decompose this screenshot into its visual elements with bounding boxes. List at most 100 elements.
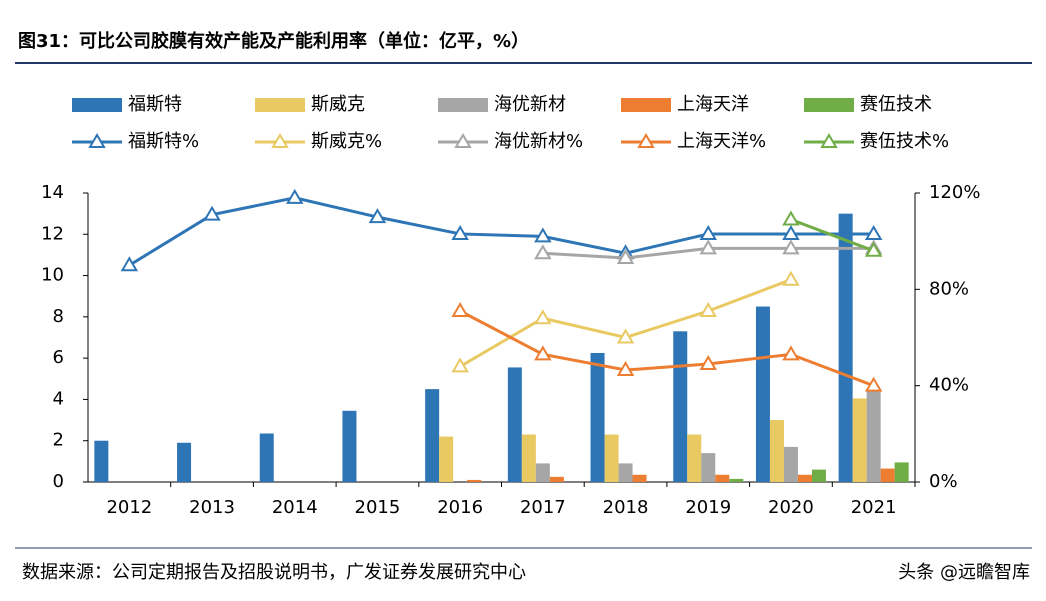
line-marker	[864, 241, 883, 257]
y-tick-label: 12	[41, 223, 64, 244]
line-marker	[616, 249, 635, 265]
x-tick-label: 2019	[685, 497, 731, 518]
bar	[439, 436, 454, 482]
bar	[259, 433, 274, 482]
x-tick-label: 2020	[768, 497, 814, 518]
bar	[866, 391, 881, 482]
chart-title: 图31：可比公司胶膜有效产能及产能利用率（单位：亿平，%）	[18, 30, 529, 52]
legend-swatch	[255, 98, 305, 112]
y-tick-label: 10	[41, 265, 64, 286]
bar	[894, 462, 909, 482]
line-marker	[534, 227, 552, 243]
legend-swatch	[804, 98, 854, 112]
x-tick-label: 2018	[603, 497, 649, 518]
bar	[715, 474, 730, 482]
bar	[729, 478, 744, 482]
bar	[618, 463, 633, 482]
line-marker	[699, 302, 717, 318]
legend-label: 海优新材%	[494, 131, 583, 152]
y-tick-label: 14	[41, 182, 64, 203]
source: 数据来源：公司定期报告及招股说明书，广发证券发展研究中心	[22, 562, 526, 583]
line-marker	[534, 309, 552, 325]
bar	[783, 446, 798, 482]
line-marker	[782, 210, 800, 226]
line-marker	[699, 224, 717, 240]
legend-label: 福斯特	[128, 94, 182, 115]
legend-label: 斯威克	[311, 94, 365, 115]
bar	[811, 469, 826, 482]
bar	[549, 476, 564, 482]
x-tick-label: 2012	[106, 497, 152, 518]
legend-swatch	[820, 133, 838, 148]
bar	[425, 389, 440, 482]
line-marker	[451, 357, 469, 373]
line-marker	[864, 224, 883, 240]
legend-label: 上海天洋%	[677, 131, 766, 152]
y-tick-label: 6	[53, 347, 64, 368]
bar	[673, 331, 688, 482]
legend-label: 赛伍技术	[860, 94, 932, 115]
line-marker	[864, 376, 883, 392]
x-tick-label: 2016	[437, 497, 483, 518]
x-tick-label: 2015	[355, 497, 401, 518]
line-marker	[782, 239, 800, 255]
bar	[880, 468, 895, 482]
line	[459, 309, 875, 388]
legend-swatch	[454, 133, 472, 148]
bar	[632, 474, 647, 482]
line	[459, 278, 792, 368]
line-marker	[782, 345, 800, 361]
bar	[521, 434, 536, 482]
y2-tick-label: 120%	[929, 182, 980, 203]
y-tick-label: 4	[53, 388, 64, 409]
line-marker	[782, 224, 800, 240]
y-tick-label: 0	[53, 471, 64, 492]
x-tick-label: 2013	[189, 497, 235, 518]
bar	[342, 410, 357, 482]
legend-swatch	[72, 98, 122, 112]
bar	[467, 479, 482, 482]
bar	[687, 434, 702, 482]
line-marker	[368, 208, 387, 224]
line-marker	[451, 302, 469, 318]
bar	[535, 463, 550, 482]
bar	[852, 398, 867, 482]
legend-swatch	[88, 133, 106, 148]
line	[128, 196, 874, 267]
line-marker	[203, 205, 221, 221]
bar	[838, 213, 853, 482]
line-marker	[782, 270, 800, 286]
bar	[755, 306, 770, 482]
x-tick-label: 2014	[272, 497, 318, 518]
line-marker	[699, 239, 717, 255]
y2-tick-label: 80%	[929, 278, 969, 299]
legend-label: 福斯特%	[128, 131, 199, 152]
x-tick-label: 2017	[520, 497, 566, 518]
line-marker	[534, 345, 552, 361]
bar	[507, 367, 522, 482]
line-marker	[120, 256, 139, 272]
line	[790, 218, 875, 253]
bar	[590, 352, 605, 482]
bar	[94, 440, 109, 482]
y-tick-label: 2	[53, 430, 64, 451]
legend-swatch	[621, 98, 671, 112]
legend-swatch	[637, 133, 655, 148]
bar	[769, 420, 784, 482]
line-marker	[534, 244, 552, 260]
legend-swatch	[438, 98, 488, 112]
legend-label: 海优新材	[494, 94, 566, 115]
bar	[604, 434, 619, 482]
legend-label: 上海天洋	[677, 94, 749, 115]
line-marker	[616, 361, 635, 377]
legend-label: 赛伍技术%	[860, 131, 949, 152]
line-marker	[616, 328, 635, 344]
bar	[701, 453, 716, 482]
x-tick-label: 2021	[851, 497, 897, 518]
line-marker	[699, 355, 717, 370]
y2-tick-label: 40%	[929, 375, 969, 396]
y2-tick-label: 0%	[929, 471, 958, 492]
bar	[177, 442, 192, 482]
bar	[797, 474, 812, 482]
